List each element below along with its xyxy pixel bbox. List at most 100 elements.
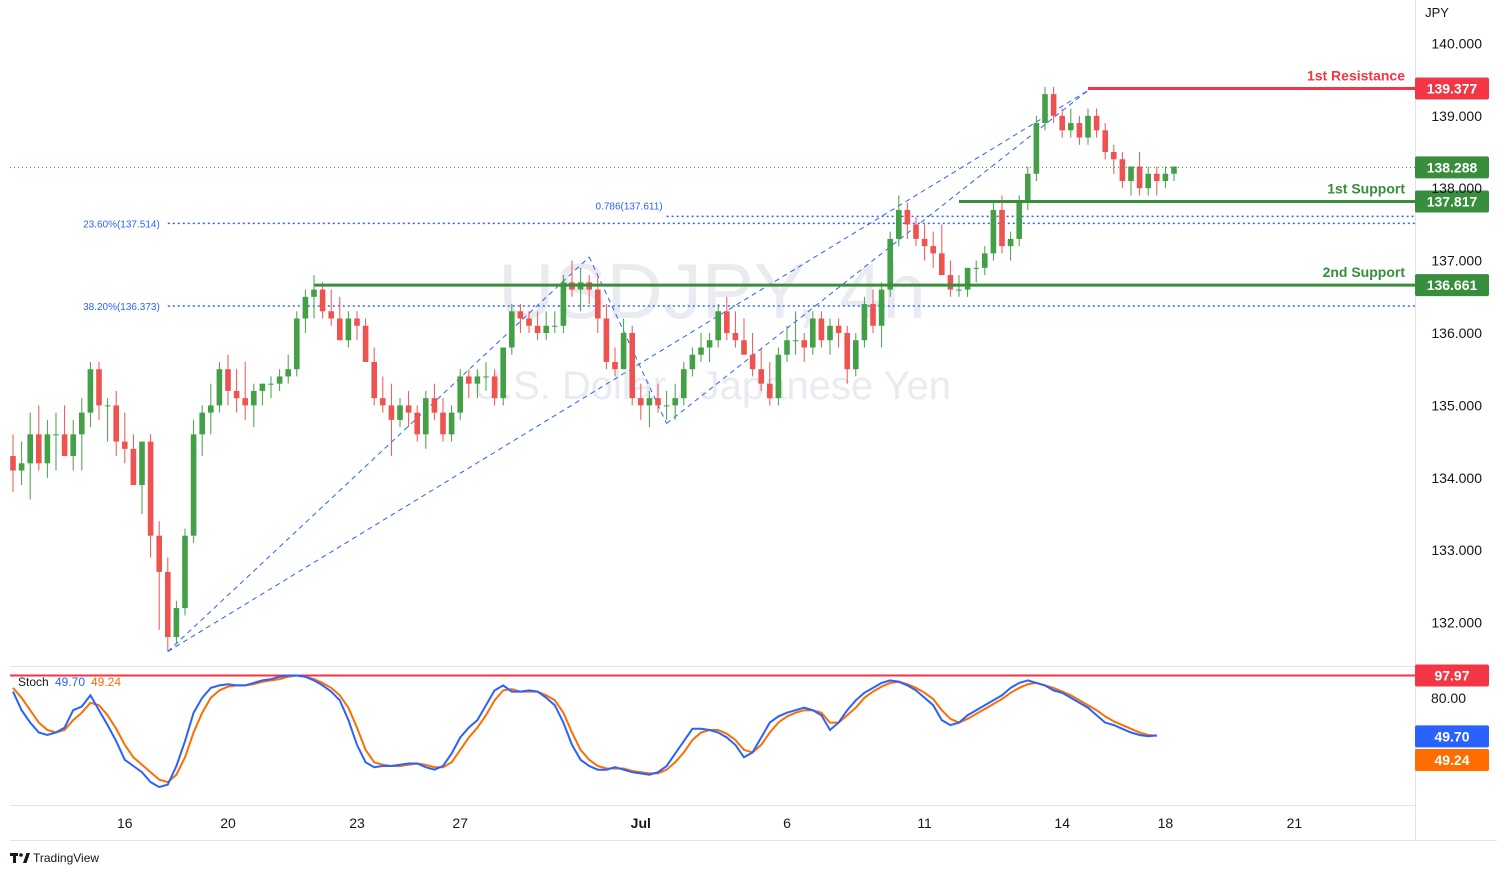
candle-body[interactable] xyxy=(526,318,532,326)
candle-body[interactable] xyxy=(474,376,481,384)
candle-body[interactable] xyxy=(216,369,223,406)
candle-body[interactable] xyxy=(982,253,988,268)
candle-body[interactable] xyxy=(758,369,764,384)
candle-body[interactable] xyxy=(208,405,214,413)
candle-body[interactable] xyxy=(147,441,154,536)
candle-body[interactable] xyxy=(560,282,567,326)
candle-body[interactable] xyxy=(552,325,558,327)
candle-body[interactable] xyxy=(1093,115,1100,131)
candle-body[interactable] xyxy=(1136,166,1143,189)
candle-body[interactable] xyxy=(638,398,644,406)
candle-body[interactable] xyxy=(904,209,911,225)
candle-body[interactable] xyxy=(36,434,42,464)
candle-body[interactable] xyxy=(319,289,326,312)
price-pane[interactable] xyxy=(10,0,1415,666)
candle-body[interactable] xyxy=(612,361,618,370)
candle-body[interactable] xyxy=(182,535,188,609)
stoch-overbought-badge[interactable]: 97.97 xyxy=(1415,664,1489,687)
candles-group[interactable] xyxy=(10,86,1177,652)
candle-body[interactable] xyxy=(973,267,979,269)
candle-body[interactable] xyxy=(233,390,240,399)
candle-body[interactable] xyxy=(517,311,524,319)
candle-body[interactable] xyxy=(749,354,756,370)
candle-body[interactable] xyxy=(930,246,936,254)
candle-body[interactable] xyxy=(259,383,266,391)
fib-retracement-group[interactable]: 23.60%(137.514) 38.20%(136.373) 0.786(137.… xyxy=(83,201,1415,313)
candle-body[interactable] xyxy=(397,405,403,420)
candle-body[interactable] xyxy=(629,333,635,399)
candle-body[interactable] xyxy=(1162,173,1169,181)
candle-body[interactable] xyxy=(663,405,670,407)
candle-body[interactable] xyxy=(689,354,696,370)
candle-body[interactable] xyxy=(466,376,472,384)
candle-body[interactable] xyxy=(491,376,498,399)
candle-body[interactable] xyxy=(732,333,739,341)
candle-body[interactable] xyxy=(939,253,945,276)
candle-body[interactable] xyxy=(724,311,730,333)
candle-body[interactable] xyxy=(328,311,334,319)
candle-body[interactable] xyxy=(294,318,300,370)
candle-body[interactable] xyxy=(380,398,386,406)
candle-body[interactable] xyxy=(388,405,395,420)
candle-body[interactable] xyxy=(827,325,833,341)
candle-body[interactable] xyxy=(861,304,868,341)
candle-body[interactable] xyxy=(251,390,257,406)
stoch-legend-label[interactable]: Stoch xyxy=(18,675,49,689)
candle-body[interactable] xyxy=(1154,173,1160,181)
candle-body[interactable] xyxy=(921,238,928,247)
candle-body[interactable] xyxy=(775,354,782,399)
candle-body[interactable] xyxy=(27,434,33,464)
candle-body[interactable] xyxy=(534,325,541,333)
candle-body[interactable] xyxy=(767,383,773,399)
candle-body[interactable] xyxy=(104,405,111,407)
2nd-support-price-badge[interactable]: 136.661 xyxy=(1415,274,1489,297)
candle-body[interactable] xyxy=(165,571,171,638)
candle-body[interactable] xyxy=(801,340,807,348)
candle-body[interactable] xyxy=(1016,202,1022,239)
candle-body[interactable] xyxy=(990,209,997,254)
candle-body[interactable] xyxy=(61,434,68,457)
stoch-d-line[interactable] xyxy=(12,674,1157,784)
candle-body[interactable] xyxy=(818,318,825,341)
candle-body[interactable] xyxy=(595,289,601,319)
candle-body[interactable] xyxy=(810,318,816,348)
candle-body[interactable] xyxy=(70,434,76,457)
candle-body[interactable] xyxy=(242,398,248,406)
candle-body[interactable] xyxy=(500,347,506,399)
candle-body[interactable] xyxy=(173,608,180,638)
candle-body[interactable] xyxy=(878,289,885,326)
candle-body[interactable] xyxy=(870,304,876,326)
candle-body[interactable] xyxy=(887,238,893,290)
candle-body[interactable] xyxy=(405,405,412,413)
candle-body[interactable] xyxy=(10,456,16,471)
candle-body[interactable] xyxy=(835,325,842,333)
candle-body[interactable] xyxy=(337,318,343,341)
candle-body[interactable] xyxy=(1119,159,1126,181)
candle-body[interactable] xyxy=(646,398,653,406)
candle-body[interactable] xyxy=(483,376,489,378)
candle-body[interactable] xyxy=(698,347,704,355)
candle-body[interactable] xyxy=(276,376,283,384)
candle-body[interactable] xyxy=(956,289,962,291)
candle-body[interactable] xyxy=(706,340,713,348)
candle-body[interactable] xyxy=(1102,130,1108,153)
candle-body[interactable] xyxy=(371,361,377,399)
candle-body[interactable] xyxy=(896,209,902,239)
candle-body[interactable] xyxy=(1050,94,1057,116)
candle-body[interactable] xyxy=(853,340,859,370)
candle-body[interactable] xyxy=(345,318,352,341)
candle-body[interactable] xyxy=(1042,94,1048,124)
candle-body[interactable] xyxy=(414,412,420,435)
candle-body[interactable] xyxy=(655,398,661,406)
candle-body[interactable] xyxy=(156,535,162,572)
stochastic-group[interactable]: 97.97 49.70 49.24 xyxy=(10,664,1489,789)
candle-body[interactable] xyxy=(190,434,197,536)
candle-body[interactable] xyxy=(844,333,850,370)
candle-body[interactable] xyxy=(964,267,971,290)
candle-body[interactable] xyxy=(431,398,438,413)
candle-body[interactable] xyxy=(792,340,799,342)
candle-body[interactable] xyxy=(302,296,309,319)
stoch-d-badge[interactable]: 49.24 xyxy=(1415,748,1489,771)
